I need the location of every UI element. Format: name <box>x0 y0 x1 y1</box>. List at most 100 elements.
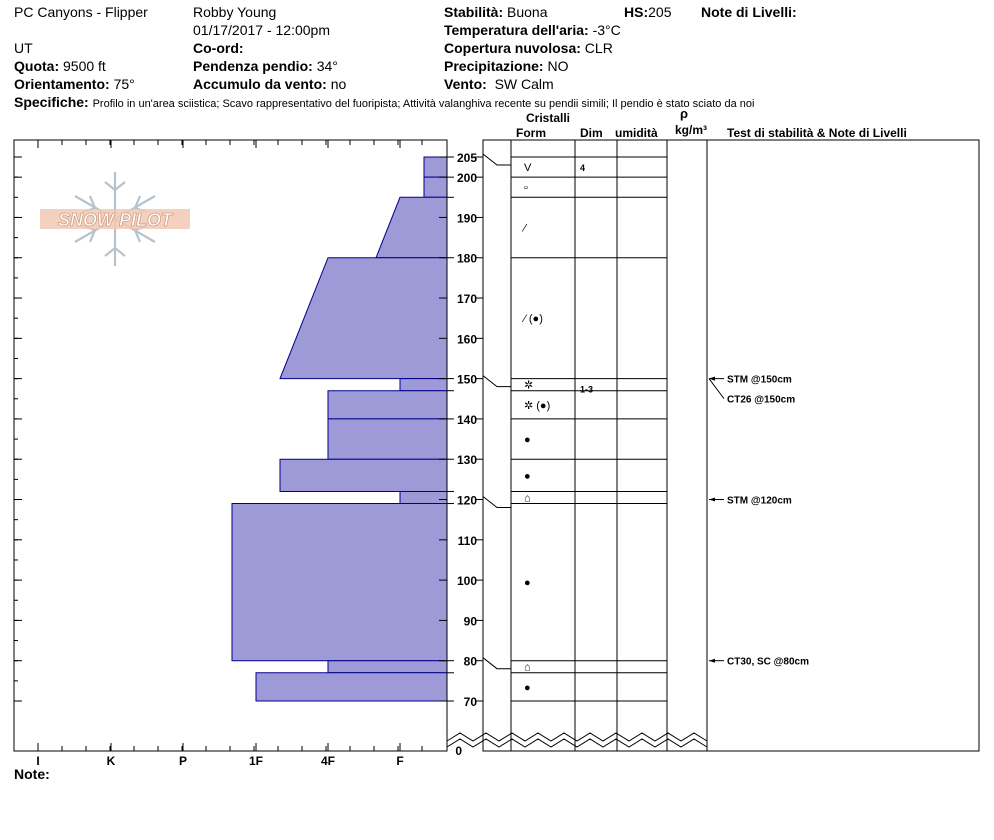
wind-loading: Accumulo da vento: no <box>193 76 346 92</box>
elevation-label: Quota: <box>14 58 60 74</box>
hardness-layer-bar <box>375 196 448 259</box>
hardness-bars <box>231 156 448 702</box>
hardness-tick-label: F <box>396 754 403 768</box>
notes-label: Note: <box>14 766 50 782</box>
crystal-form-symbol: ● <box>524 682 531 694</box>
cloud-cover-value: CLR <box>584 40 613 56</box>
air-temp-value: -3°C <box>592 22 621 38</box>
crystal-form-symbol: ✲ (●) <box>524 400 550 412</box>
crystal-form-symbol: ⁄ <box>521 223 528 235</box>
height-tick-label: 0 <box>455 744 462 758</box>
aspect-label: Orientamento: <box>14 76 110 92</box>
hardness-layer-bar <box>327 390 448 420</box>
stability-test-label: CT30, SC @80cm <box>727 657 809 668</box>
logo-band <box>40 209 190 229</box>
crystal-form-symbol: ▫ <box>524 182 528 194</box>
height-tick-label: 200 <box>457 171 477 185</box>
height-tick-label: 150 <box>457 373 477 387</box>
boundary-connector <box>482 496 511 509</box>
coord-label: Co-ord: <box>193 40 244 56</box>
hardness-tick-label: I <box>36 754 39 768</box>
col-rho: ρ <box>680 106 689 121</box>
height-tick-label: 160 <box>457 332 477 346</box>
hardness-tick-label: 1F <box>249 754 263 768</box>
air-temp-label: Temperatura dell'aria: <box>444 22 589 38</box>
height-tick-label: 110 <box>458 534 478 548</box>
crystal-form-symbol: V <box>524 162 532 174</box>
col-density-unit: kg/m³ <box>675 123 708 137</box>
crystal-form-symbol: ✲ <box>524 380 533 392</box>
hardness-layer-bar <box>423 156 448 178</box>
profile-grid <box>13 139 980 752</box>
wind-loading-label: Accumulo da vento: <box>193 76 327 92</box>
crystal-size-label: 1-3 <box>580 385 593 395</box>
test-pointer-arrow <box>709 497 715 502</box>
hs-label: HS: <box>624 4 649 20</box>
air-temp: Temperatura dell'aria: -3°C <box>444 22 621 38</box>
crystal-form-symbol: ⌂ <box>524 493 531 505</box>
elevation: Quota: 9500 ft <box>14 58 106 74</box>
crystal-form-symbol: ⁄ (●) <box>521 313 543 325</box>
hardness-layer-bar <box>279 257 448 380</box>
height-tick-label: 190 <box>457 211 477 225</box>
stability-test-label: STM @120cm <box>727 496 792 507</box>
boundary-connector <box>482 375 511 388</box>
slope-value: 34° <box>316 58 338 74</box>
height-axis: 205 200 190 180 170 160 150 140 130 120 110 100 90 80… <box>14 151 708 758</box>
hardness-tick-label: K <box>107 754 116 768</box>
stability-tests: STM @150cm CT26 @150cm STM @120cm CT30, SC … <box>708 375 809 668</box>
crystal-form-symbol: ● <box>524 577 531 589</box>
hardness-layer-bar <box>327 418 448 460</box>
hardness-layer-bar <box>399 490 448 505</box>
test-pointer-arrow <box>709 658 715 663</box>
test-pointer-arrow <box>709 376 715 381</box>
crystal-size-label: 4 <box>580 163 585 173</box>
hs-value: 205 <box>648 4 672 20</box>
boundary-connector <box>482 153 511 166</box>
stability-label: Stabilità: <box>444 4 504 20</box>
region: UT <box>14 40 33 56</box>
layer-notes-label: Note di Livelli: <box>701 4 797 20</box>
slope: Pendenza pendio: 34° <box>193 58 338 74</box>
precipitation: Precipitazione: NO <box>444 58 568 74</box>
specifics-value: Profilo in un'area sciistica; Scavo rapp… <box>92 98 755 110</box>
crystal-form-symbol: ● <box>524 434 531 446</box>
axis-break-zigzag <box>446 738 708 748</box>
stability-value: Buona <box>507 4 548 20</box>
axis-break-zigzag <box>446 732 708 742</box>
hardness-tick-label: P <box>179 754 187 768</box>
height-tick-label: 180 <box>457 252 477 266</box>
height-tick-label: 205 <box>457 151 477 165</box>
hardness-layer-bar <box>231 503 448 662</box>
hardness-layer-bar <box>399 378 448 392</box>
height-tick-label: 120 <box>457 494 477 508</box>
logo-text: SNOW PILOT <box>58 210 174 230</box>
height-tick-label: 130 <box>457 453 477 467</box>
col-cristalli: Cristalli <box>526 111 571 125</box>
wind: Vento: SW Calm <box>444 76 554 92</box>
specifics: Specifiche: Profilo in un'area sciistica… <box>14 94 754 112</box>
hardness-layer-bar <box>279 458 448 492</box>
location: PC Canyons - Flipper <box>14 4 148 20</box>
hardness-tick-label: 4F <box>321 754 335 768</box>
stability-test-label: STM @150cm <box>727 375 792 386</box>
stability: Stabilità: Buona <box>444 4 548 20</box>
height-tick-label: 90 <box>464 614 478 628</box>
elevation-value: 9500 ft <box>63 58 106 74</box>
hardness-layer-bar <box>255 672 448 702</box>
cloud-cover-label: Copertura nuvolosa: <box>444 40 581 56</box>
snowpilot-logo: SNOW PILOT <box>40 172 190 266</box>
col-umidita: umidità <box>615 126 658 140</box>
specifics-label: Specifiche: <box>14 94 89 110</box>
precipitation-label: Precipitazione: <box>444 58 544 74</box>
height-tick-label: 100 <box>457 574 477 588</box>
layer-table-frame <box>482 139 980 752</box>
height-tick-label: 140 <box>457 413 477 427</box>
hardness-layer-bar <box>327 660 448 674</box>
col-form: Form <box>516 126 546 140</box>
aspect-value: 75° <box>113 76 135 92</box>
cloud-cover: Copertura nuvolosa: CLR <box>444 40 613 56</box>
height-tick-label: 170 <box>457 292 477 306</box>
hs: HS:205 <box>624 4 671 20</box>
